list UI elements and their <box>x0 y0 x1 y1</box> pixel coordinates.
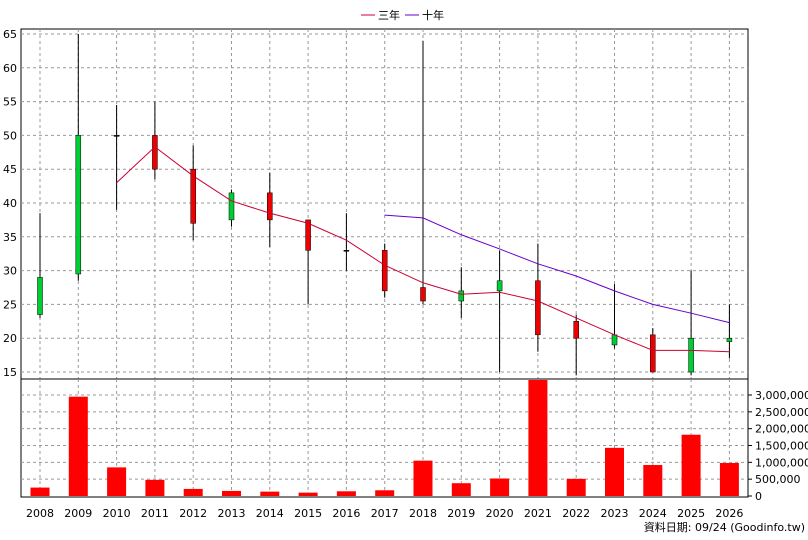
price-tick-label: 35 <box>3 231 17 244</box>
x-tick-label: 2025 <box>677 507 705 520</box>
chart-legend: 三年 十年 <box>361 8 444 22</box>
volume-tick-label: 500,000 <box>755 473 801 486</box>
volume-bar <box>107 467 127 496</box>
x-tick-label: 2021 <box>524 507 552 520</box>
volume-bars <box>30 380 739 496</box>
candle-body <box>190 168 196 224</box>
candle-body <box>420 287 426 302</box>
x-tick-label: 2008 <box>26 507 54 520</box>
candle-body <box>611 334 618 346</box>
volume-tick-label: 1,500,000 <box>755 440 808 453</box>
price-tick-label: 55 <box>3 96 17 109</box>
volume-bar <box>260 491 280 496</box>
volume-bar <box>30 487 50 496</box>
candle-body <box>458 290 465 302</box>
volume-tick-label: 3,000,000 <box>755 389 808 402</box>
price-tick-label: 25 <box>3 298 17 311</box>
volume-tick-label: 0 <box>755 490 762 503</box>
volume-bar <box>375 490 395 496</box>
x-axis: 2008 2009 2010 2011 2012 2013 2014 2015 2016 2017… <box>26 507 743 520</box>
x-tick-label: 2014 <box>256 507 284 520</box>
price-y-axis: 15 20 25 30 35 40 45 50 55 60 65 <box>3 28 17 379</box>
volume-tick-label: 2,500,000 <box>755 406 808 419</box>
volume-bar <box>336 491 356 496</box>
price-tick-label: 20 <box>3 332 17 345</box>
volume-bar <box>605 447 624 496</box>
candle-body <box>688 337 694 373</box>
price-tick-label: 50 <box>3 129 17 142</box>
volume-tick-label: 1,000,000 <box>755 456 808 469</box>
candle-body <box>381 250 388 292</box>
x-tick-label: 2009 <box>64 507 92 520</box>
volume-bar <box>145 479 165 496</box>
price-tick-label: 40 <box>3 197 17 210</box>
x-tick-label: 2018 <box>409 507 437 520</box>
candles <box>37 34 733 376</box>
x-tick-label: 2022 <box>562 507 590 520</box>
candle-body <box>535 280 541 336</box>
volume-bar <box>719 463 739 496</box>
volume-bar <box>681 434 701 496</box>
volume-bar <box>451 483 471 496</box>
x-tick-label: 2024 <box>639 507 667 520</box>
volume-tick-label: 2,000,000 <box>755 423 808 436</box>
x-tick-label: 2017 <box>371 507 399 520</box>
x-tick-label: 2015 <box>294 507 322 520</box>
volume-bar <box>490 478 510 496</box>
candle-body <box>305 219 311 251</box>
volume-panel: 0 500,000 1,000,000 1,500,000 2,000,000 2,500… <box>20 378 808 503</box>
x-tick-label: 2011 <box>141 507 169 520</box>
x-tick-label: 2023 <box>601 507 629 520</box>
candle-body <box>726 337 733 342</box>
candle-body <box>343 250 350 252</box>
volume-bar <box>413 460 433 496</box>
volume-bar <box>566 478 586 496</box>
volume-bar <box>298 492 318 496</box>
candle-body <box>573 321 579 339</box>
x-tick-label: 2013 <box>218 507 246 520</box>
volume-y-axis: 0 500,000 1,000,000 1,500,000 2,000,000 2,500… <box>748 389 808 503</box>
candle-body <box>496 280 503 292</box>
x-tick-label: 2026 <box>715 507 743 520</box>
price-tick-label: 65 <box>3 28 17 41</box>
price-tick-label: 45 <box>3 163 17 176</box>
candle-body <box>37 277 43 315</box>
candle-body <box>113 135 120 137</box>
volume-bar <box>222 490 241 496</box>
ma3-line <box>116 146 730 353</box>
price-tick-label: 30 <box>3 265 17 278</box>
volume-bar <box>528 380 548 496</box>
candle-body <box>75 135 82 275</box>
candle-body <box>650 334 656 373</box>
price-tick-label: 60 <box>3 62 17 75</box>
candle-body <box>152 135 158 170</box>
source-note: 資料日期: 09/24 (Goodinfo.tw) <box>644 520 805 534</box>
x-tick-label: 2012 <box>179 507 207 520</box>
candle-body <box>228 192 235 221</box>
legend-label-ma3: 三年 <box>378 8 400 22</box>
x-tick-label: 2020 <box>486 507 514 520</box>
candle-body <box>267 192 273 221</box>
ma10-line <box>384 214 730 324</box>
volume-bar <box>183 488 203 496</box>
price-tick-label: 15 <box>3 366 17 379</box>
legend-label-ma10: 十年 <box>422 8 444 22</box>
price-panel: 15 20 25 30 35 40 45 50 55 60 65 <box>3 28 749 380</box>
x-tick-label: 2019 <box>447 507 475 520</box>
volume-bar <box>643 465 663 496</box>
volume-bar <box>68 396 88 496</box>
x-tick-label: 2010 <box>103 507 131 520</box>
x-tick-label: 2016 <box>332 507 360 520</box>
